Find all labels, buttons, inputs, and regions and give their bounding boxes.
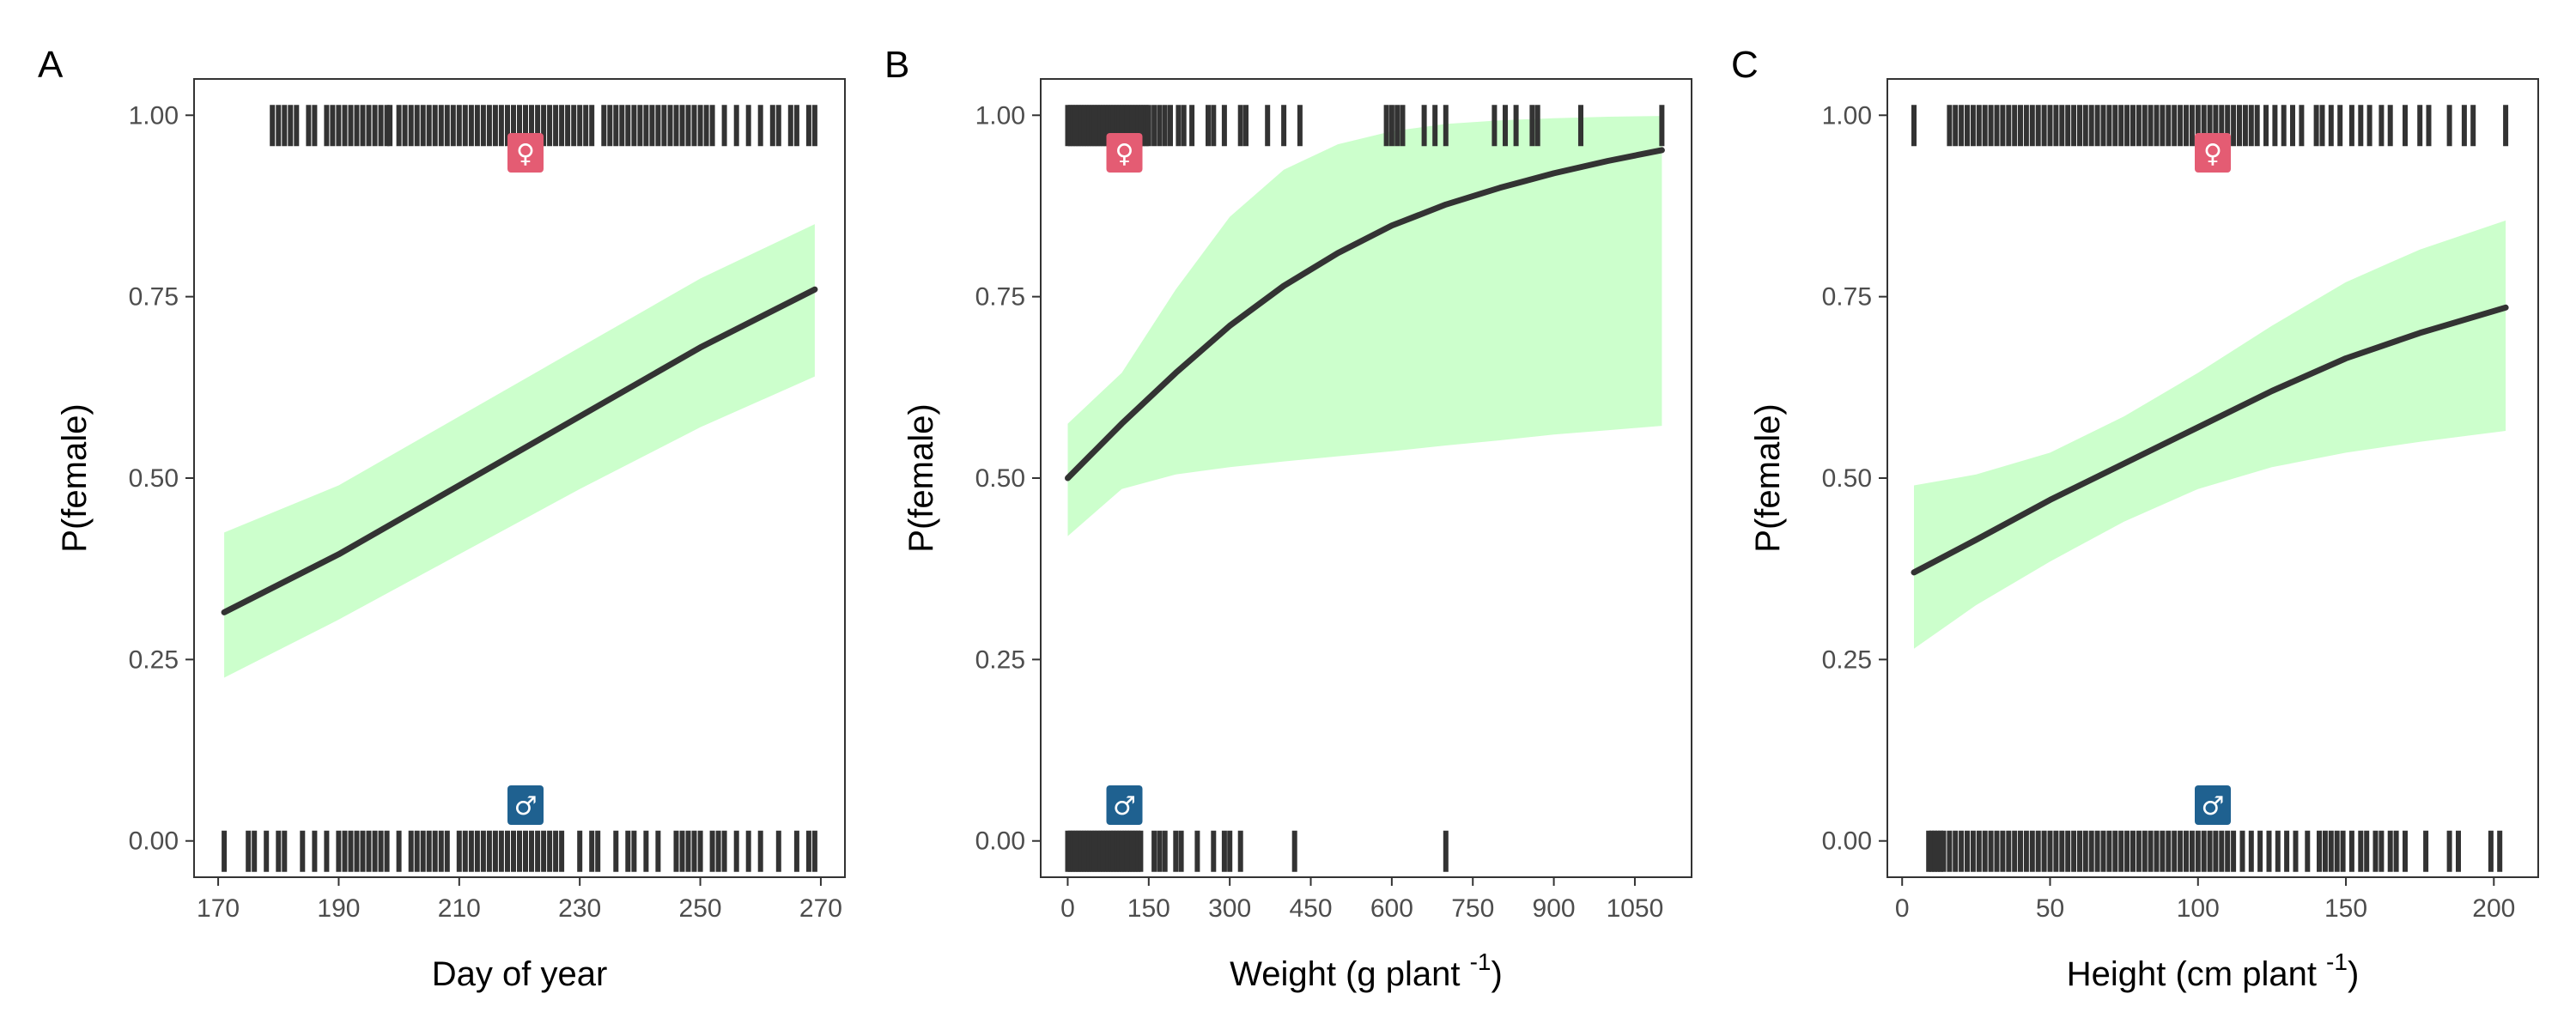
panel-letter: C <box>1731 44 1759 86</box>
male-badge-background <box>1106 785 1143 825</box>
female-badge: ♀ <box>1106 133 1143 173</box>
male-icon: ♂ <box>514 791 538 821</box>
y-tick-label: 0.50 <box>129 464 179 493</box>
female-icon: ♀ <box>1115 139 1134 169</box>
y-tick-label: 0.50 <box>975 464 1025 493</box>
y-tick-label: 0.00 <box>129 827 179 856</box>
x-tick-label: 750 <box>1451 894 1494 923</box>
y-tick-label: 0.00 <box>975 827 1025 856</box>
y-tick-label: 0.00 <box>1822 827 1872 856</box>
male-badge-background <box>507 785 544 825</box>
x-axis-title-main: Day of year <box>432 955 608 993</box>
y-axis-title: P(female) <box>902 403 940 552</box>
x-tick-label: 600 <box>1370 894 1413 923</box>
y-tick-label: 1.00 <box>1822 101 1872 130</box>
x-tick-label: 100 <box>2177 894 2220 923</box>
female-badge-background <box>1106 133 1143 173</box>
x-tick-label: 200 <box>2472 894 2515 923</box>
female-badge: ♀ <box>2195 133 2231 173</box>
confidence-band <box>1914 220 2506 649</box>
x-tick-label: 300 <box>1208 894 1251 923</box>
x-tick-label: 230 <box>558 894 601 923</box>
male-icon: ♂ <box>2202 791 2225 821</box>
female-badge-background <box>507 133 544 173</box>
x-tick-label: 150 <box>1127 894 1170 923</box>
y-tick-label: 0.50 <box>1822 464 1872 493</box>
panel-c: C 0.00 0.25 0.50 0.75 1.00 0 50 100 150 200 Height… <box>1731 44 2539 993</box>
x-axis-title-tail: ) <box>1492 955 1503 993</box>
female-icon: ♀ <box>516 139 535 169</box>
male-badge: ♂ <box>2195 785 2231 825</box>
x-tick-label: 190 <box>317 894 360 923</box>
x-tick-label: 150 <box>2324 894 2367 923</box>
x-tick-label: 0 <box>1895 894 1910 923</box>
y-tick-label: 0.25 <box>975 645 1025 674</box>
fitted-line <box>1065 147 1665 482</box>
x-axis-title: Height (cm plant -1) <box>2067 948 2360 993</box>
y-tick-label: 0.75 <box>975 283 1025 312</box>
x-tick-label: 1050 <box>1607 894 1664 923</box>
panel-letter: B <box>884 44 909 86</box>
x-axis-title: Day of year <box>432 955 608 993</box>
female-icon: ♀ <box>2203 139 2222 169</box>
x-axis-title-superscript: -1 <box>1470 948 1492 975</box>
x-tick-label: 170 <box>197 894 240 923</box>
x-tick-label: 270 <box>799 894 842 923</box>
y-tick-label: 1.00 <box>129 101 179 130</box>
y-axis-title: P(female) <box>1749 403 1787 552</box>
female-badge: ♀ <box>507 133 544 173</box>
x-tick-label: 50 <box>2036 894 2064 923</box>
male-badge: ♂ <box>507 785 544 825</box>
panel-b: B 0.00 0.25 0.50 0.75 1.00 0 150 300 450 600 750 90… <box>884 44 1692 993</box>
x-axis-title-superscript: -1 <box>2326 948 2348 975</box>
fitted-line <box>221 286 818 615</box>
x-tick-label: 0 <box>1060 894 1075 923</box>
fitted-line <box>1911 304 2509 576</box>
male-icon: ♂ <box>1113 791 1136 821</box>
x-axis-title: Weight (g plant -1) <box>1230 948 1503 993</box>
male-badge: ♂ <box>1106 785 1143 825</box>
confidence-band <box>1067 116 1662 536</box>
x-axis-title-main: Weight (g plant <box>1230 955 1469 993</box>
x-tick-label: 250 <box>679 894 722 923</box>
x-axis-title-tail: ) <box>2348 955 2359 993</box>
y-tick-label: 0.75 <box>129 283 179 312</box>
x-tick-label: 210 <box>438 894 481 923</box>
y-tick-label: 0.75 <box>1822 283 1872 312</box>
panel-letter: A <box>38 44 64 86</box>
y-tick-label: 1.00 <box>975 101 1025 130</box>
x-tick-label: 900 <box>1533 894 1576 923</box>
y-tick-label: 0.25 <box>1822 645 1872 674</box>
x-axis-title-main: Height (cm plant <box>2067 955 2326 993</box>
y-axis-title: P(female) <box>56 403 94 552</box>
panel-a: A 0.00 0.25 0.50 0.75 1.00 170 190 210 230 250 270… <box>38 44 846 993</box>
y-tick-label: 0.25 <box>129 645 179 674</box>
x-tick-label: 450 <box>1289 894 1332 923</box>
male-badge-background <box>2195 785 2231 825</box>
female-badge-background <box>2195 133 2231 173</box>
